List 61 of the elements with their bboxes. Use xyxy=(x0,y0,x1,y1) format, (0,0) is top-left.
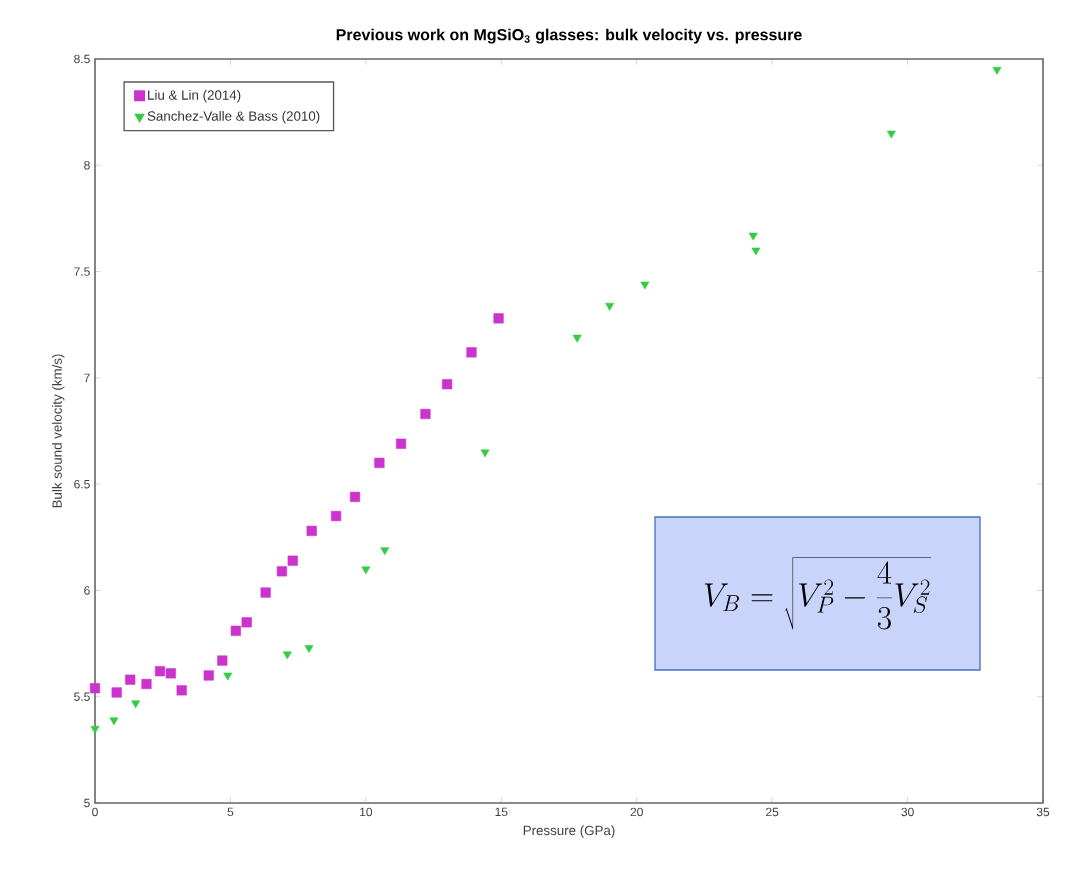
point xyxy=(287,555,298,566)
point xyxy=(154,666,166,677)
point xyxy=(605,302,615,311)
x-tick-label: 30 xyxy=(901,807,914,817)
point xyxy=(572,334,582,343)
point xyxy=(420,408,431,420)
point xyxy=(748,232,758,241)
point xyxy=(282,651,292,660)
x-tick-label: 35 xyxy=(1036,807,1050,817)
point xyxy=(141,678,152,690)
point xyxy=(89,683,101,694)
point xyxy=(217,655,228,666)
point xyxy=(304,645,314,653)
y-tick-label: 7.5 xyxy=(74,267,90,276)
point xyxy=(125,674,136,685)
point xyxy=(380,547,390,556)
point xyxy=(374,457,385,468)
point xyxy=(176,685,187,696)
point xyxy=(480,449,490,458)
legend-label: Liu & Lin (2014) xyxy=(148,89,241,103)
chart-title: Previous work on MgSiO$_{3}$ glasses: bulk velocity vs. pressure xyxy=(336,28,802,44)
x-axis-title: Pressure (GPa) xyxy=(523,825,615,838)
y-axis-title: Bulk sound velocity (km/s) xyxy=(52,354,65,508)
x-tick-label: 0 xyxy=(92,807,98,817)
point xyxy=(131,700,141,709)
point xyxy=(90,725,100,734)
point xyxy=(493,313,504,324)
y-tick-label: 7 xyxy=(84,373,90,382)
point xyxy=(466,347,477,358)
y-tick-label: 6.5 xyxy=(74,479,90,489)
y-tick-label: 8.5 xyxy=(74,54,90,64)
point xyxy=(396,438,407,449)
point xyxy=(165,668,176,679)
point xyxy=(361,566,371,575)
point xyxy=(109,717,119,726)
point xyxy=(276,566,287,577)
x-tick-label: 10 xyxy=(360,807,373,817)
y-tick-label: 5 xyxy=(84,798,90,808)
point xyxy=(751,247,761,256)
point xyxy=(241,617,252,628)
point xyxy=(260,587,271,598)
point xyxy=(331,510,342,522)
annotation: $V_B = \sqrt{V_P^2 - \frac{4}{3}V_S^2}$ xyxy=(704,557,932,630)
x-tick-label: 5 xyxy=(227,807,234,817)
point xyxy=(640,281,650,290)
point xyxy=(203,670,214,681)
y-tick-label: 8 xyxy=(84,161,90,170)
y-tick-label: 5.5 xyxy=(74,692,90,701)
point xyxy=(349,491,361,502)
point xyxy=(992,66,1002,75)
point xyxy=(442,379,453,390)
y-tick-label: 6 xyxy=(84,586,90,595)
point xyxy=(230,625,241,636)
x-tick-label: 25 xyxy=(766,807,779,817)
point xyxy=(111,687,122,698)
point xyxy=(306,525,317,536)
x-tick-label: 20 xyxy=(630,807,643,817)
x-tick-label: 15 xyxy=(495,807,508,817)
point xyxy=(223,672,233,681)
legend-label: Sanchez-Valle & Bass (2010) xyxy=(147,110,320,124)
point xyxy=(886,130,896,139)
